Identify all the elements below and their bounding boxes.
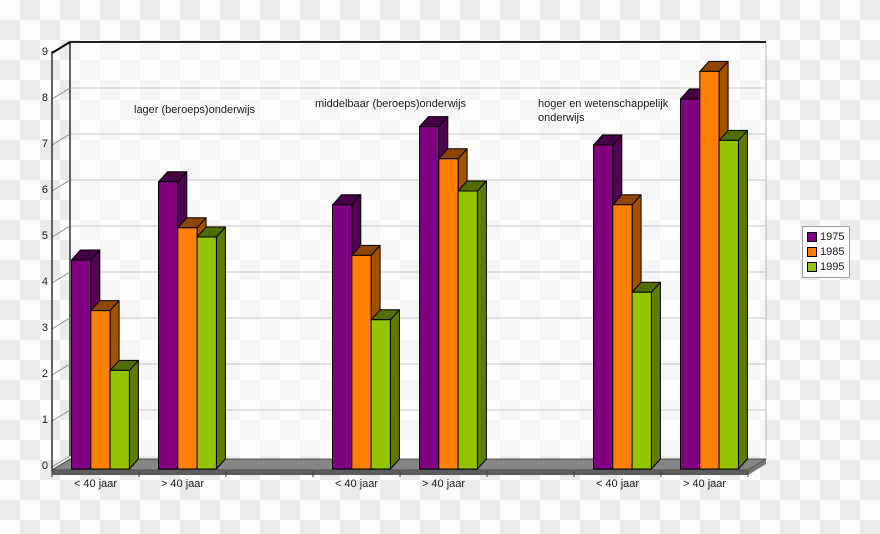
- legend-item-1985: 1985: [807, 246, 844, 258]
- bar-front-face: [177, 227, 198, 470]
- y-tick: [51, 41, 71, 54]
- legend-swatch-1985: [807, 247, 817, 257]
- bar-front-face: [699, 70, 720, 470]
- y-tick: [51, 409, 71, 422]
- y-tick: [51, 179, 71, 192]
- bar-side-face: [128, 359, 139, 470]
- x-axis-label: > 40 jaar: [160, 478, 205, 490]
- x-axis-label: < 40 jaar: [73, 478, 118, 490]
- y-axis-label: 1: [41, 414, 48, 426]
- legend-label-1975: 1975: [820, 231, 845, 243]
- legend-label-1985: 1985: [820, 246, 845, 258]
- bar-1995-cat5: [718, 129, 748, 470]
- legend: 1975 1985 1995: [802, 226, 851, 278]
- bar-side-face: [476, 180, 487, 470]
- bar-1995-cat2: [370, 309, 400, 470]
- bar-front-face: [332, 204, 353, 470]
- x-axis-label: < 40 jaar: [334, 478, 379, 490]
- bar-side-face: [650, 281, 661, 470]
- y-tick: [51, 363, 71, 376]
- y-tick: [51, 87, 71, 100]
- bar-front-face: [612, 204, 633, 470]
- bar-1995-cat0: [109, 359, 139, 470]
- floor-side: [748, 459, 766, 475]
- y-axis-label: 6: [41, 184, 48, 196]
- y-axis-label: 0: [41, 460, 48, 472]
- legend-item-1975: 1975: [807, 231, 844, 243]
- bar-front-face: [438, 158, 459, 470]
- y-axis-label: 4: [41, 276, 48, 288]
- y-axis-label: 3: [41, 322, 48, 334]
- y-tick: [51, 225, 71, 238]
- legend-item-1995: 1995: [807, 261, 844, 273]
- bar-front-face: [680, 98, 701, 470]
- y-tick: [51, 455, 71, 468]
- y-tick: [51, 271, 71, 284]
- bar-front-face: [457, 190, 478, 470]
- y-axis-label: 8: [41, 92, 48, 104]
- bar-side-face: [389, 309, 400, 470]
- bar-front-face: [631, 291, 652, 470]
- bar-front-face: [351, 254, 372, 470]
- group-label-hoger: hoger en wetenschappelijk onderwijs: [538, 98, 669, 124]
- y-axis-label: 9: [41, 46, 48, 58]
- bar-1995-cat3: [457, 180, 487, 470]
- bar-front-face: [71, 259, 92, 470]
- group-label-lager: lager (beroeps)onderwijs: [134, 104, 256, 116]
- group-label-middelbaar: middelbaar (beroeps)onderwijs: [315, 98, 467, 110]
- x-axis-label: > 40 jaar: [682, 478, 727, 490]
- y-tick: [51, 133, 71, 146]
- bar-front-face: [196, 236, 217, 470]
- bar-front-face: [90, 310, 111, 470]
- bar-front-face: [370, 319, 391, 470]
- bar-side-face: [215, 226, 226, 470]
- legend-swatch-1995: [807, 262, 817, 272]
- bar-front-face: [419, 126, 440, 470]
- x-axis-label: > 40 jaar: [421, 478, 466, 490]
- bar-front-face: [718, 139, 739, 470]
- bar-1995-cat1: [196, 226, 226, 470]
- y-axis-label: 5: [41, 230, 48, 242]
- y-axis-label: 7: [41, 138, 48, 150]
- legend-swatch-1975: [807, 232, 817, 242]
- bar-front-face: [109, 369, 130, 470]
- y-axis-label: 2: [41, 368, 48, 380]
- x-axis-label: < 40 jaar: [595, 478, 640, 490]
- bar-front-face: [593, 144, 614, 470]
- legend-label-1995: 1995: [820, 261, 845, 273]
- bar-side-face: [737, 129, 748, 470]
- y-tick: [51, 317, 71, 330]
- bar-front-face: [158, 181, 179, 470]
- bar-1995-cat4: [631, 281, 661, 470]
